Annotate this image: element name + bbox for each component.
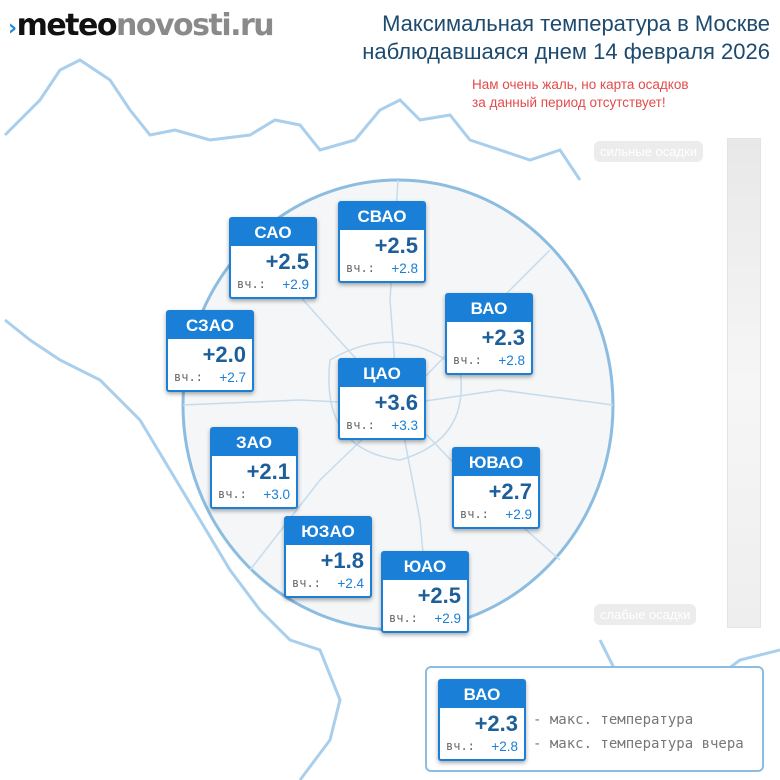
yesterday-temp: +3.3 — [391, 418, 418, 433]
notice-line-2: за данный период отсутствует! — [472, 95, 666, 110]
logo-mark-icon: › — [8, 16, 17, 41]
max-temp: +2.1 — [246, 459, 290, 484]
yesterday-label: вч.: — [346, 418, 375, 432]
precip-scale-top-label: сильные осадки — [594, 141, 703, 162]
district-box[interactable]: ЮВАО +2.7 вч.: +2.9 — [452, 447, 540, 529]
no-precip-notice: Нам очень жаль, но карта осадков за данны… — [472, 76, 689, 112]
district-box[interactable]: САО +2.5 вч.: +2.9 — [229, 217, 317, 299]
district-name: ЦАО — [340, 360, 424, 387]
yesterday-label: вч.: — [346, 261, 375, 275]
yesterday-temp: +2.4 — [337, 576, 364, 591]
yesterday-label: вч.: — [292, 576, 321, 590]
yesterday-temp: +2.7 — [219, 370, 246, 385]
yesterday-temp: +3.0 — [263, 487, 290, 502]
max-temp: +2.5 — [417, 583, 461, 608]
district-box[interactable]: СЗАО +2.0 вч.: +2.7 — [166, 310, 254, 392]
district-name: ЮВАО — [454, 449, 538, 476]
district-box[interactable]: ЦАО +3.6 вч.: +3.3 — [338, 358, 426, 440]
district-name: ЮЗАО — [286, 518, 370, 545]
district-box[interactable]: ЮЗАО +1.8 вч.: +2.4 — [284, 516, 372, 598]
logo-text-meteo: meteo — [16, 8, 118, 43]
region-border — [4, 318, 342, 780]
max-temp: +1.8 — [320, 548, 364, 573]
yesterday-label: вч.: — [460, 507, 489, 521]
district-name: ЮАО — [383, 553, 467, 580]
yesterday-temp: +2.8 — [391, 261, 418, 276]
max-temp: +3.6 — [374, 390, 418, 415]
max-temp: +2.3 — [474, 711, 518, 736]
district-name: ВАО — [447, 295, 531, 322]
district-name: СЗАО — [168, 312, 252, 339]
district-box[interactable]: СВАО +2.5 вч.: +2.8 — [338, 201, 426, 283]
district-box[interactable]: ВАО +2.3 вч.: +2.8 — [445, 293, 533, 375]
district-box[interactable]: ЗАО +2.1 вч.: +3.0 — [210, 427, 298, 509]
max-temp: +2.0 — [202, 342, 246, 367]
legend-yesterday-desc: - макс. температура вчера — [533, 736, 744, 752]
legend-temp-desc: - макс. температура — [533, 712, 694, 728]
logo-text-novosti: novosti.ru — [115, 8, 275, 43]
yesterday-temp: +2.9 — [434, 611, 461, 626]
yesterday-temp: +2.8 — [491, 739, 518, 754]
title-line-1: Максимальная температура в Москве — [382, 11, 770, 36]
yesterday-label: вч.: — [446, 739, 475, 753]
precip-scale-bar — [727, 138, 761, 628]
max-temp: +2.5 — [265, 249, 309, 274]
page-title: Максимальная температура в Москве наблюда… — [362, 10, 770, 66]
district-name: САО — [231, 219, 315, 246]
region-border — [3, 58, 582, 181]
district-name: ЗАО — [212, 429, 296, 456]
district-name: СВАО — [340, 203, 424, 230]
district-name: ВАО — [440, 681, 524, 708]
precip-scale-bottom-label: слабые осадки — [594, 604, 697, 625]
site-logo[interactable]: ›meteonovosti.ru — [8, 8, 275, 43]
yesterday-label: вч.: — [237, 277, 266, 291]
yesterday-label: вч.: — [218, 487, 247, 501]
max-temp: +2.5 — [374, 233, 418, 258]
yesterday-temp: +2.8 — [498, 353, 525, 368]
max-temp: +2.3 — [481, 325, 525, 350]
district-box[interactable]: ЮАО +2.5 вч.: +2.9 — [381, 551, 469, 633]
yesterday-temp: +2.9 — [282, 277, 309, 292]
legend: ВАО +2.3 вч.: +2.8 - макс. температура - … — [425, 666, 764, 772]
yesterday-label: вч.: — [453, 353, 482, 367]
max-temp: +2.7 — [488, 479, 532, 504]
legend-sample-box: ВАО +2.3 вч.: +2.8 — [438, 679, 526, 761]
title-line-2: наблюдавшаяся днем 14 февраля 2026 — [362, 39, 770, 64]
yesterday-temp: +2.9 — [505, 507, 532, 522]
notice-line-1: Нам очень жаль, но карта осадков — [472, 77, 689, 92]
yesterday-label: вч.: — [389, 611, 418, 625]
yesterday-label: вч.: — [174, 370, 203, 384]
